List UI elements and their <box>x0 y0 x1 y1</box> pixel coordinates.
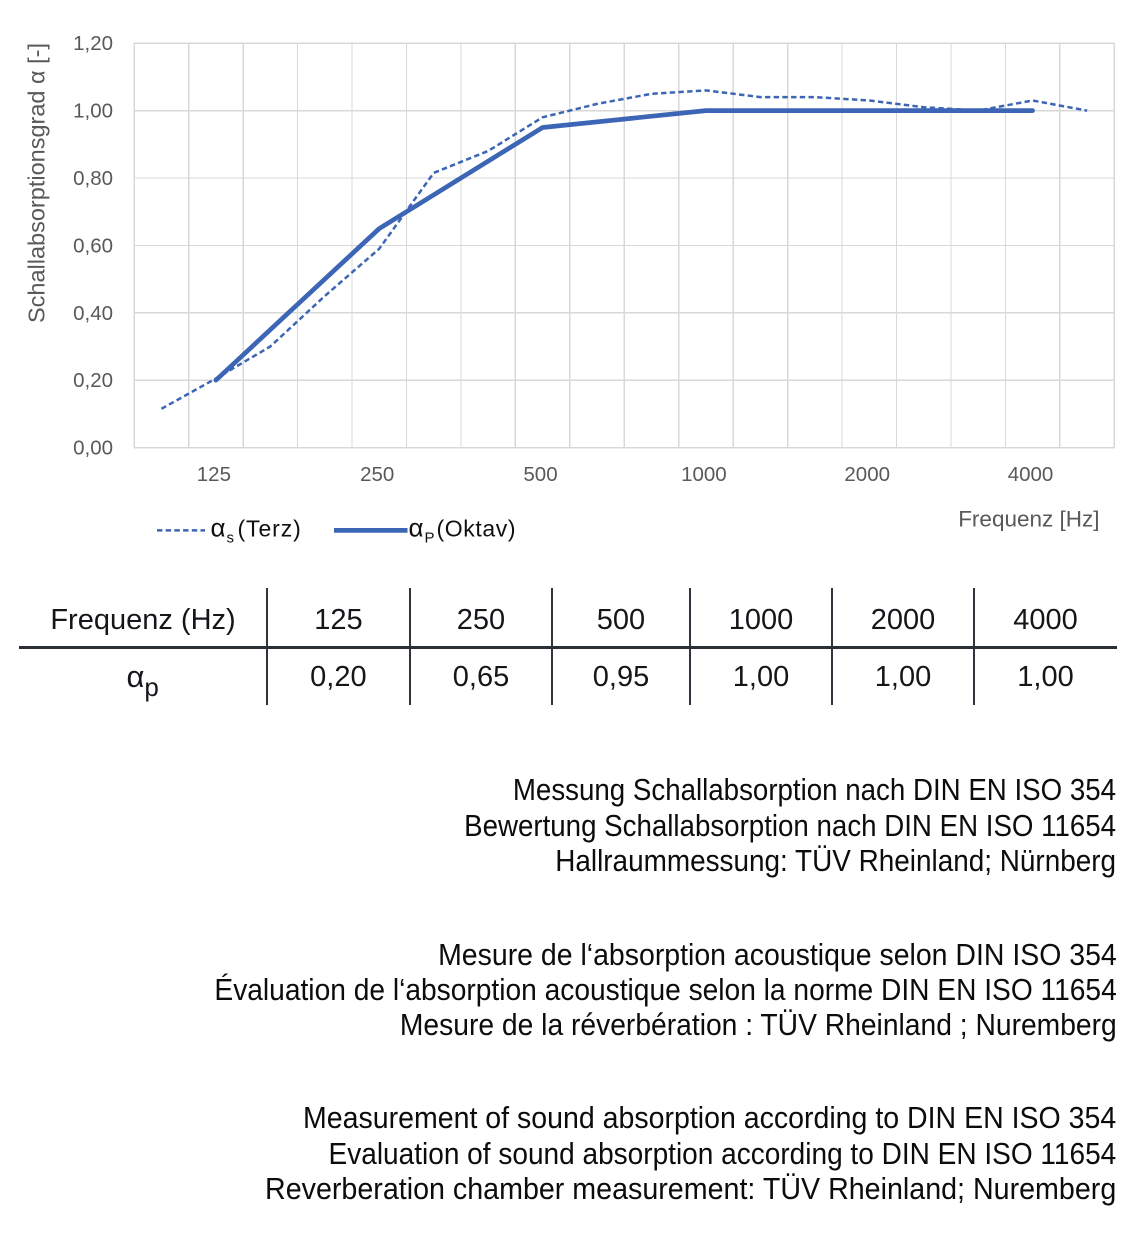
svg-text:(Terz): (Terz) <box>238 516 302 542</box>
svg-text:0,80: 0,80 <box>73 167 113 190</box>
svg-text:α: α <box>409 513 424 543</box>
svg-text:0,60: 0,60 <box>73 234 113 257</box>
svg-text:0,00: 0,00 <box>73 437 113 460</box>
svg-text:(Oktav): (Oktav) <box>437 516 517 542</box>
svg-text:1,00: 1,00 <box>73 100 113 123</box>
svg-text:P: P <box>425 530 435 547</box>
svg-text:500: 500 <box>523 463 557 486</box>
svg-text:2000: 2000 <box>844 463 890 486</box>
svg-text:Schallabsorptionsgrad α [-]: Schallabsorptionsgrad α [-] <box>24 43 50 323</box>
svg-text:1000: 1000 <box>681 463 727 486</box>
svg-text:250: 250 <box>360 463 394 486</box>
svg-text:125: 125 <box>197 463 231 486</box>
svg-text:Frequenz [Hz]: Frequenz [Hz] <box>958 507 1099 532</box>
svg-text:s: s <box>227 530 235 547</box>
svg-text:α: α <box>211 513 226 543</box>
svg-text:0,40: 0,40 <box>73 302 113 325</box>
svg-text:1,20: 1,20 <box>73 32 113 55</box>
svg-text:4000: 4000 <box>1008 463 1054 486</box>
svg-text:0,20: 0,20 <box>73 369 113 392</box>
